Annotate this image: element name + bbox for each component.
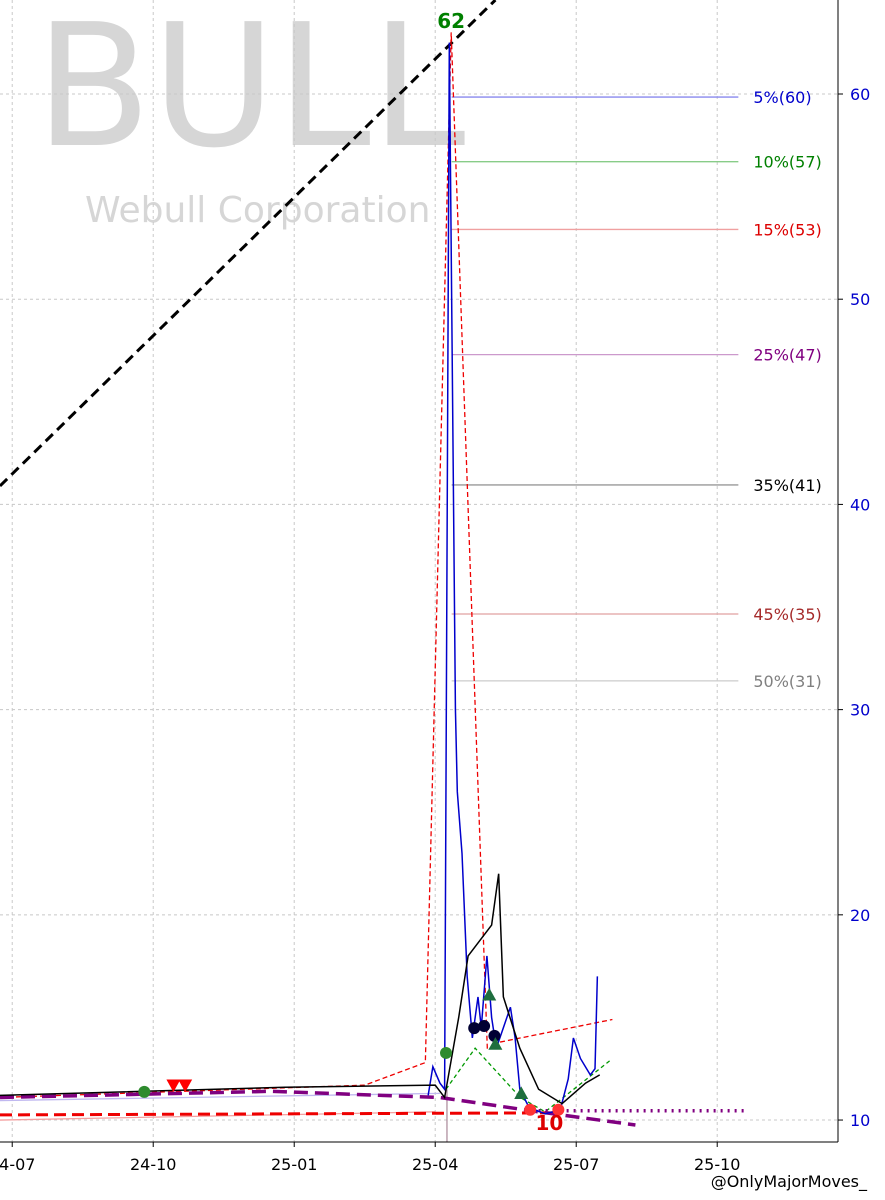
- y-tick-label: 60: [850, 85, 870, 104]
- y-tick-label: 30: [850, 701, 870, 720]
- price-line: [427, 42, 599, 1115]
- marker: [488, 1029, 501, 1042]
- level-label: 35%(41): [753, 476, 821, 495]
- marker: [468, 1022, 481, 1035]
- marker: [138, 1085, 151, 1098]
- x-tick-label: 25-07: [553, 1155, 600, 1174]
- y-tick-label: 40: [850, 495, 870, 514]
- level-label: 10%(57): [753, 153, 821, 172]
- trend-line: [0, 32, 489, 1099]
- level-label: 5%(60): [753, 88, 811, 107]
- x-tick-label: 25-04: [412, 1155, 459, 1174]
- x-tick-label: 25-10: [694, 1155, 741, 1174]
- credit: @OnlyMajorMoves_: [711, 1172, 868, 1192]
- marker: [178, 1079, 193, 1093]
- marker: [524, 1103, 537, 1116]
- level-label: 50%(31): [753, 672, 821, 691]
- grid: [0, 0, 838, 1142]
- y-tick-label: 50: [850, 290, 870, 309]
- x-tick-label: 24-07: [0, 1155, 35, 1174]
- trend-line: [0, 0, 497, 488]
- marker: [482, 987, 497, 1001]
- watermark-subtitle: Webull Corporation: [85, 190, 430, 231]
- annotation: 62: [437, 9, 465, 33]
- y-tick-label: 20: [850, 906, 870, 925]
- axes: 10 20 30 40 50 60 24-07 24-10 25-01 25-04 25-07 25-…: [0, 85, 870, 1174]
- x-tick-label: 25-01: [271, 1155, 318, 1174]
- marker: [552, 1103, 565, 1116]
- y-tick-label: 10: [850, 1111, 870, 1130]
- plot-area: [0, 0, 749, 1142]
- trend-line: [0, 1089, 636, 1127]
- annotation: 10: [536, 1111, 564, 1135]
- level-label: 15%(53): [753, 220, 821, 239]
- marker: [514, 1086, 529, 1099]
- marker: [488, 1037, 503, 1050]
- marker: [440, 1046, 453, 1059]
- x-tick-label: 24-10: [130, 1155, 177, 1174]
- marker: [478, 1020, 491, 1033]
- trend-line: [499, 1018, 613, 1043]
- trend-line: [0, 1111, 553, 1117]
- level-label: 45%(35): [753, 605, 821, 624]
- level-label: 25%(47): [753, 346, 821, 365]
- watermark: BULL: [35, 0, 465, 186]
- marker: [166, 1079, 181, 1093]
- price-line: [0, 873, 601, 1105]
